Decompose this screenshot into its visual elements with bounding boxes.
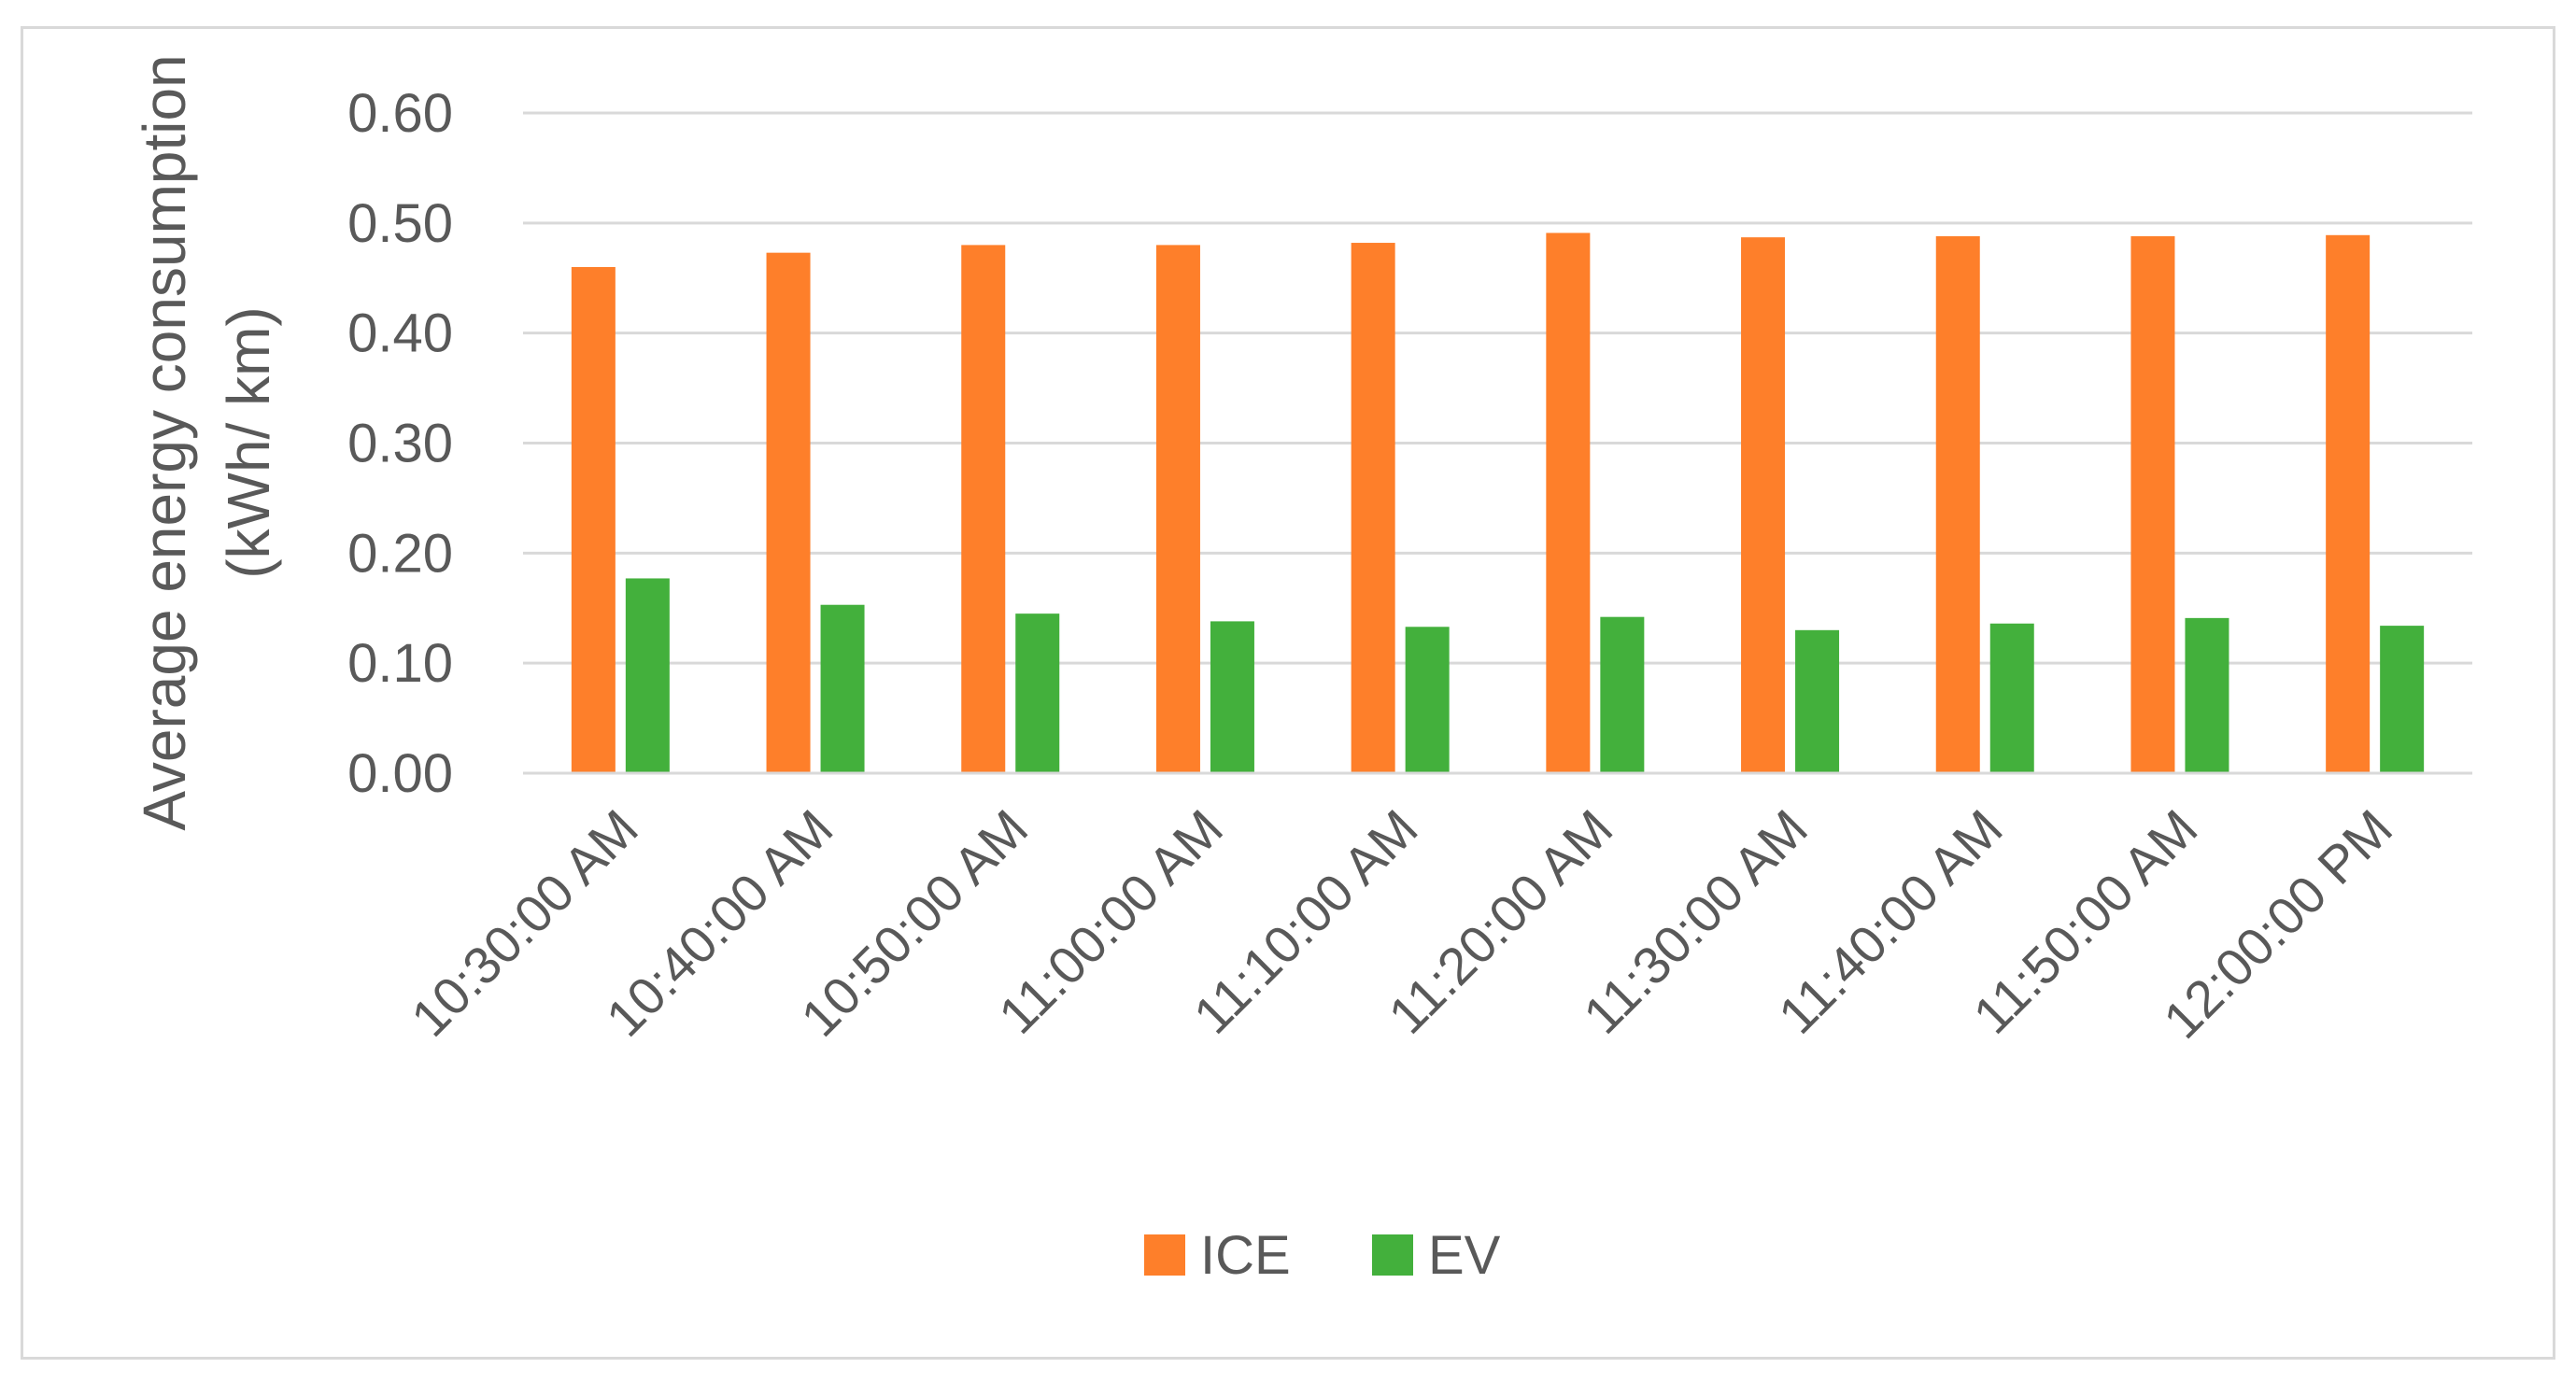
bar-ice	[1546, 233, 1591, 773]
bar-ev	[1600, 616, 1645, 773]
y-axis-title: Average energy consumption	[131, 54, 198, 830]
legend-swatch-ev	[1372, 1234, 1413, 1276]
legend-label-ice: ICE	[1200, 1225, 1291, 1286]
bar-ev	[1989, 623, 2034, 773]
bar-ev	[1405, 627, 1450, 773]
y-tick-label: 0.40	[347, 303, 453, 364]
legend-swatch-ice	[1144, 1234, 1185, 1276]
bar-ev	[820, 604, 865, 773]
bar-ev	[625, 578, 670, 773]
bar-ice	[571, 266, 616, 773]
bar-ev	[1795, 629, 1840, 773]
bar-ice	[1935, 235, 1980, 773]
bar-ev	[1210, 621, 1254, 773]
bar-ev	[2380, 626, 2425, 773]
y-tick-label: 0.20	[347, 523, 453, 584]
bar-ev	[2185, 617, 2229, 773]
y-tick-label: 0.50	[347, 193, 453, 254]
bar-ice	[1155, 245, 1200, 773]
y-axis-title: (kWh/ km)	[215, 306, 282, 579]
legend-label-ev: EV	[1428, 1225, 1501, 1286]
bar-chart: 0.00 0.10 0.20 0.30 0.40 0.50 0.60 Average ener…	[131, 54, 2472, 1286]
y-tick-label: 0.10	[347, 633, 453, 694]
y-tick-label: 0.30	[347, 414, 453, 474]
y-tick-label: 0.00	[347, 743, 453, 804]
bar-ice	[766, 252, 811, 773]
bar-ice	[1741, 237, 1786, 773]
chart-frame: 0.00 0.10 0.20 0.30 0.40 0.50 0.60 Average ener…	[21, 26, 2555, 1360]
bar-ice	[2326, 234, 2371, 774]
bar-ice	[1351, 243, 1395, 773]
y-tick-label: 0.60	[347, 83, 453, 144]
bar-ev	[1015, 613, 1060, 773]
bar-ice	[2130, 235, 2175, 773]
bar-ice	[961, 245, 1006, 773]
